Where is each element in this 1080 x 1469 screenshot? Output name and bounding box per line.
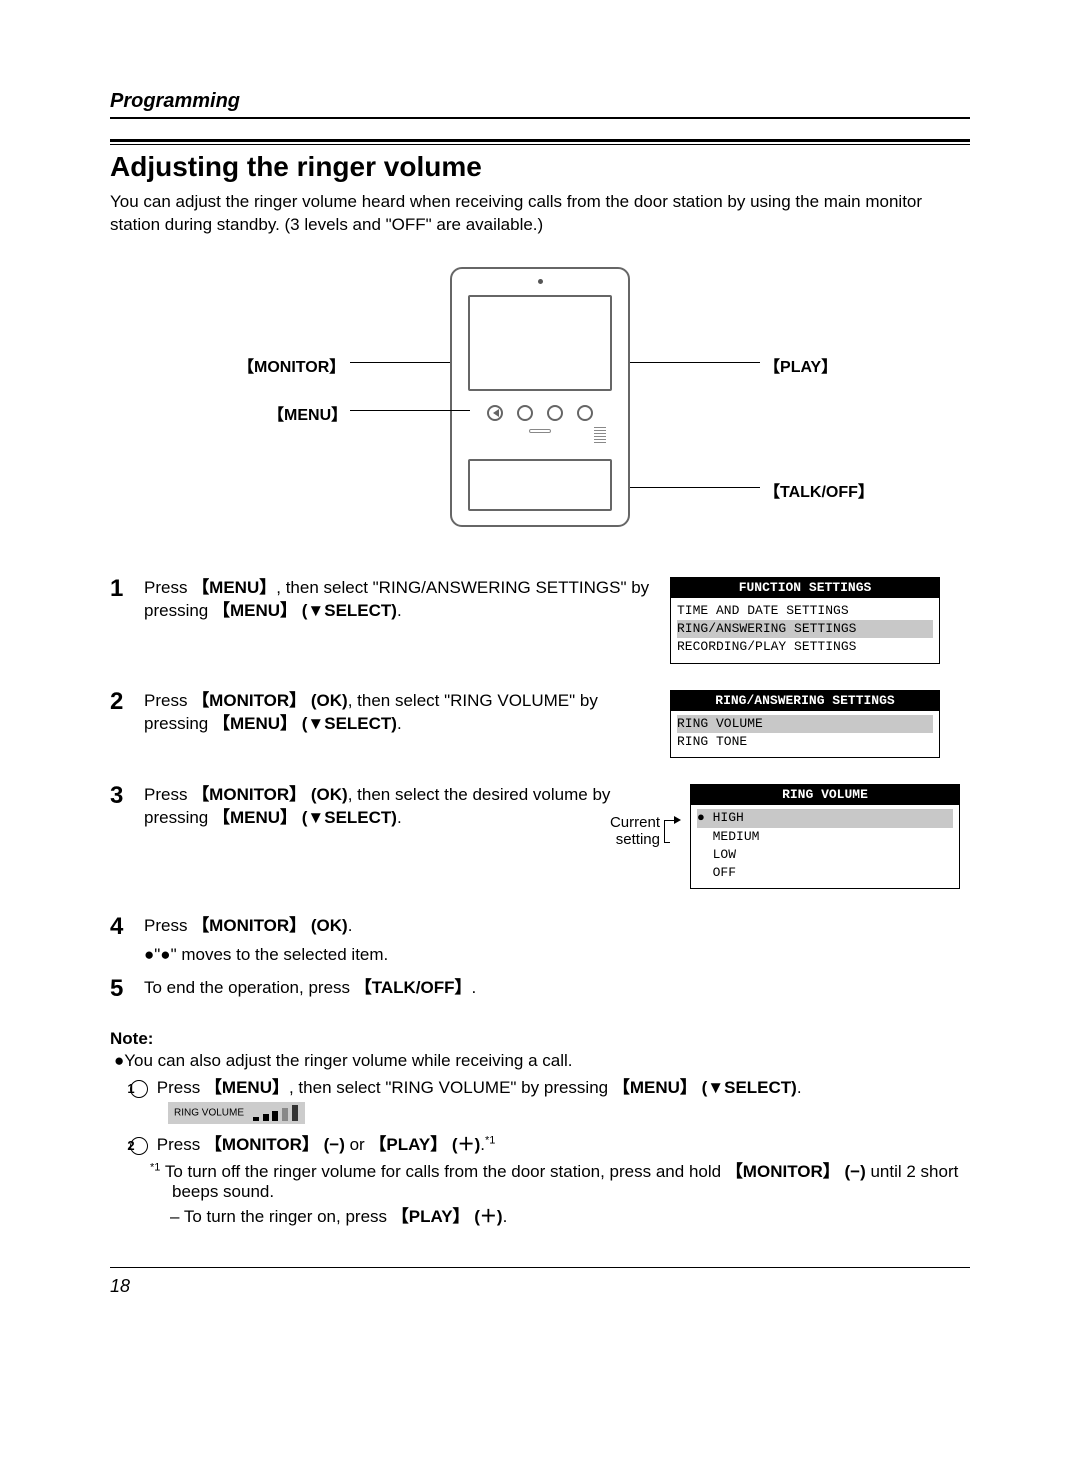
note-line: ●You can also adjust the ringer volume w… bbox=[110, 1051, 970, 1071]
step-number: 2 bbox=[110, 690, 130, 759]
device-button bbox=[487, 405, 503, 421]
lcd-row: RING/ANSWERING SETTINGS bbox=[677, 620, 933, 638]
lcd-row: OFF bbox=[697, 864, 953, 882]
diagram-label-talkoff: 【TALK/OFF】 bbox=[764, 478, 874, 502]
step: 2 Press 【MONITOR】 (OK), then select "RIN… bbox=[110, 690, 970, 759]
circled-number-icon: 2 bbox=[130, 1137, 148, 1155]
step-number: 1 bbox=[110, 577, 130, 664]
footnote: – To turn the ringer on, press 【PLAY】 (＋… bbox=[184, 1202, 970, 1227]
note-substep: 1 Press 【MENU】, then select "RING VOLUME… bbox=[110, 1073, 970, 1098]
diagram-label-monitor: 【MONITOR】 bbox=[238, 353, 345, 377]
speaker-grill bbox=[594, 427, 606, 443]
note-heading: Note: bbox=[110, 1029, 153, 1048]
device-diagram: 【MONITOR】 【MENU】 【PLAY】 【TALK/OFF】 bbox=[220, 267, 860, 547]
device-button bbox=[547, 405, 563, 421]
volume-bar-graphic: RING VOLUME bbox=[168, 1102, 970, 1124]
page-title: Adjusting the ringer volume bbox=[110, 151, 970, 183]
step-text: To end the operation, press 【TALK/OFF】. bbox=[144, 977, 970, 1001]
step-figure: RING/ANSWERING SETTINGS RING VOLUME RING… bbox=[670, 690, 970, 759]
step-text: Press 【MONITOR】 (OK). ●"●" moves to the … bbox=[144, 915, 970, 967]
step-number: 4 bbox=[110, 915, 130, 967]
lcd-screen: RING VOLUME ● HIGH MEDIUM LOW OFF bbox=[690, 784, 960, 889]
device-button bbox=[517, 405, 533, 421]
lcd-title: FUNCTION SETTINGS bbox=[671, 578, 939, 598]
camera-dot bbox=[538, 279, 543, 284]
device-screen bbox=[468, 295, 612, 391]
double-rule bbox=[110, 139, 970, 145]
step: 3 Press 【MONITOR】 (OK), then select the … bbox=[110, 784, 970, 889]
lead-line bbox=[664, 820, 665, 842]
section-header: Programming bbox=[110, 90, 970, 119]
page-number: 18 bbox=[110, 1276, 970, 1297]
lead-line bbox=[630, 362, 760, 363]
step-text: Press 【MONITOR】 (OK), then select "RING … bbox=[144, 690, 656, 759]
lead-line bbox=[350, 362, 450, 363]
steps-list: 1 Press 【MENU】, then select "RING/ANSWER… bbox=[110, 577, 970, 1001]
step-figure: Currentsetting RING VOLUME ● HIGH MEDIUM… bbox=[670, 784, 970, 889]
lcd-row: LOW bbox=[697, 846, 953, 864]
lead-line bbox=[350, 410, 470, 411]
lcd-row: RING TONE bbox=[677, 733, 933, 751]
step-number: 3 bbox=[110, 784, 130, 889]
diagram-label-play: 【PLAY】 bbox=[764, 353, 837, 377]
intro-text: You can adjust the ringer volume heard w… bbox=[110, 191, 970, 237]
lcd-row: MEDIUM bbox=[697, 828, 953, 846]
current-setting-label: Currentsetting bbox=[600, 814, 660, 848]
step-text: Press 【MONITOR】 (OK), then select the de… bbox=[144, 784, 656, 889]
lcd-title: RING/ANSWERING SETTINGS bbox=[671, 691, 939, 711]
footnote: *1 To turn off the ringer volume for cal… bbox=[172, 1157, 970, 1202]
device-outline bbox=[450, 267, 630, 527]
step-text: Press 【MENU】, then select "RING/ANSWERIN… bbox=[144, 577, 656, 664]
arrow-icon bbox=[674, 816, 681, 824]
circled-number-icon: 1 bbox=[130, 1080, 148, 1098]
lcd-title: RING VOLUME bbox=[691, 785, 959, 805]
lcd-row: RECORDING/PLAY SETTINGS bbox=[677, 638, 933, 656]
note-section: Note: ●You can also adjust the ringer vo… bbox=[110, 1029, 970, 1227]
step-subtext: ●"●" moves to the selected item. bbox=[144, 944, 970, 967]
footer-rule bbox=[110, 1267, 970, 1268]
lcd-row: ● HIGH bbox=[697, 809, 953, 827]
step: 1 Press 【MENU】, then select "RING/ANSWER… bbox=[110, 577, 970, 664]
talk-panel bbox=[468, 459, 612, 511]
lcd-row: TIME AND DATE SETTINGS bbox=[677, 602, 933, 620]
lcd-screen: RING/ANSWERING SETTINGS RING VOLUME RING… bbox=[670, 690, 940, 759]
lcd-row: RING VOLUME bbox=[677, 715, 933, 733]
note-substep: 2 Press 【MONITOR】 (−) or 【PLAY】 (＋).*1 bbox=[110, 1130, 970, 1155]
lead-line bbox=[664, 842, 670, 843]
step-figure: FUNCTION SETTINGS TIME AND DATE SETTINGS… bbox=[670, 577, 970, 664]
lcd-screen: FUNCTION SETTINGS TIME AND DATE SETTINGS… bbox=[670, 577, 940, 664]
device-button bbox=[577, 405, 593, 421]
step: 4 Press 【MONITOR】 (OK). ●"●" moves to th… bbox=[110, 915, 970, 967]
diagram-label-menu: 【MENU】 bbox=[268, 401, 347, 425]
step: 5 To end the operation, press 【TALK/OFF】… bbox=[110, 977, 970, 1001]
device-button-row bbox=[452, 405, 628, 421]
lead-line bbox=[630, 487, 760, 488]
speaker-slot bbox=[529, 429, 551, 433]
step-number: 5 bbox=[110, 977, 130, 1001]
